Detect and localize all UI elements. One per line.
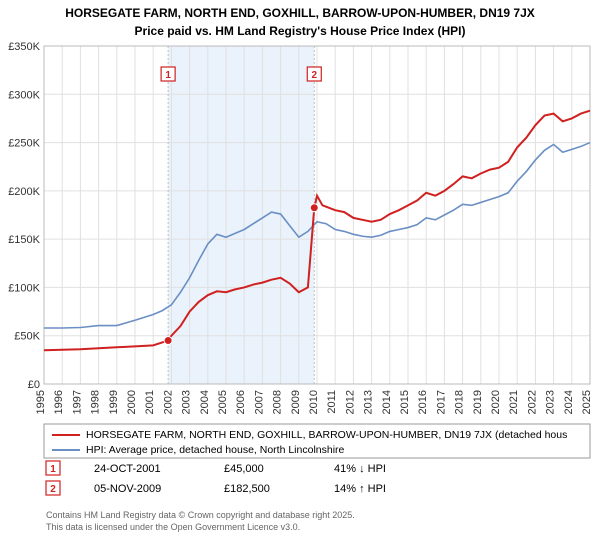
x-tick-label: 2024 xyxy=(563,390,575,414)
x-tick-label: 2012 xyxy=(344,390,356,414)
tx-marker-dot xyxy=(310,203,318,211)
x-tick-label: 2009 xyxy=(290,390,302,414)
x-tick-label: 1999 xyxy=(108,390,120,414)
tx-marker-label: 1 xyxy=(165,70,171,81)
x-tick-label: 2013 xyxy=(363,390,375,414)
legend-label: HPI: Average price, detached house, Nort… xyxy=(86,444,345,456)
x-tick-label: 2018 xyxy=(454,390,466,414)
y-tick-label: £200K xyxy=(8,185,40,197)
x-tick-label: 2020 xyxy=(490,390,502,414)
x-tick-label: 2005 xyxy=(217,390,229,414)
y-tick-label: £300K xyxy=(8,89,40,101)
x-tick-label: 1995 xyxy=(35,390,47,414)
y-tick-label: £350K xyxy=(8,41,40,53)
tx-price: £182,500 xyxy=(224,483,270,495)
x-tick-label: 2014 xyxy=(381,390,393,414)
x-tick-label: 2008 xyxy=(272,390,284,414)
x-tick-label: 2011 xyxy=(326,390,338,414)
x-tick-label: 2021 xyxy=(508,390,520,414)
x-tick-label: 2000 xyxy=(126,390,138,414)
x-tick-label: 1996 xyxy=(53,390,65,414)
legend-label: HORSEGATE FARM, NORTH END, GOXHILL, BARR… xyxy=(86,429,567,441)
x-tick-label: 2025 xyxy=(581,390,593,414)
tx-marker-dot xyxy=(164,336,172,344)
x-tick-label: 1998 xyxy=(90,390,102,414)
tx-price: £45,000 xyxy=(224,463,264,475)
footnote: This data is licensed under the Open Gov… xyxy=(46,522,300,532)
x-tick-label: 2002 xyxy=(162,390,174,414)
x-tick-label: 2019 xyxy=(472,390,484,414)
svg-text:1: 1 xyxy=(50,464,56,475)
y-tick-label: £100K xyxy=(8,282,40,294)
chart-subtitle: Price paid vs. HM Land Registry's House … xyxy=(0,22,600,38)
x-tick-label: 2017 xyxy=(435,390,447,414)
x-tick-label: 2007 xyxy=(253,390,265,414)
x-tick-label: 2001 xyxy=(144,390,156,414)
chart-title: HORSEGATE FARM, NORTH END, GOXHILL, BARR… xyxy=(0,0,600,22)
x-tick-label: 2022 xyxy=(526,390,538,414)
x-tick-label: 2023 xyxy=(545,390,557,414)
y-tick-label: £0 xyxy=(28,379,40,391)
tx-pct: 41% ↓ HPI xyxy=(334,463,386,475)
tx-marker-label: 2 xyxy=(311,70,317,81)
footnote: Contains HM Land Registry data © Crown c… xyxy=(46,510,355,520)
x-tick-label: 2003 xyxy=(181,390,193,414)
tx-date: 05-NOV-2009 xyxy=(94,483,161,495)
y-tick-label: £150K xyxy=(8,234,40,246)
y-tick-label: £50K xyxy=(14,330,40,342)
x-tick-label: 2015 xyxy=(399,390,411,414)
y-tick-label: £250K xyxy=(8,137,40,149)
svg-text:2: 2 xyxy=(50,484,56,495)
x-tick-label: 1997 xyxy=(71,390,83,414)
tx-date: 24-OCT-2001 xyxy=(94,463,161,475)
x-tick-label: 2016 xyxy=(417,390,429,414)
x-tick-label: 2010 xyxy=(308,390,320,414)
x-tick-label: 2004 xyxy=(199,390,211,414)
tx-pct: 14% ↑ HPI xyxy=(334,483,386,495)
x-tick-label: 2006 xyxy=(235,390,247,414)
line-chart: £0 £50K £100K £150K £200K £250K £300K £350K 1995… xyxy=(0,38,600,558)
